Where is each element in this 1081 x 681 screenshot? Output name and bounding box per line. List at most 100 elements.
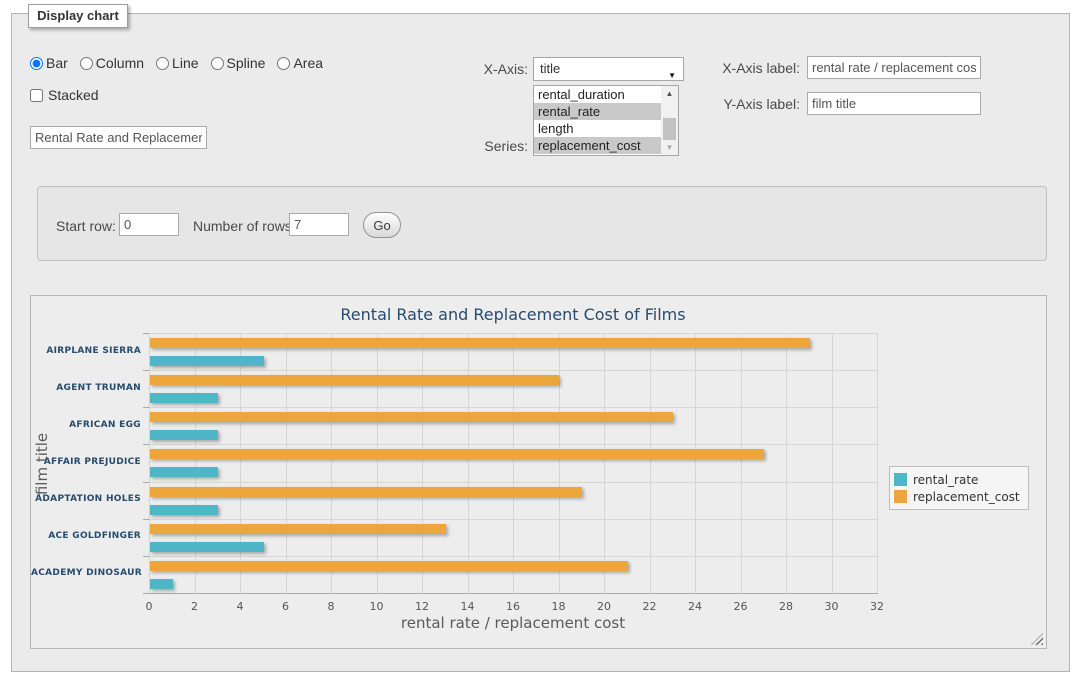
chart-type-label: Area bbox=[293, 55, 323, 71]
fieldset-legend: Display chart bbox=[28, 4, 128, 28]
resize-grip[interactable] bbox=[1031, 633, 1043, 645]
y-tick-mark bbox=[143, 370, 149, 371]
x-gridline bbox=[650, 333, 651, 593]
x-gridline bbox=[240, 333, 241, 593]
legend-label: rental_rate bbox=[913, 473, 978, 487]
bar-rental_rate[interactable] bbox=[150, 467, 218, 477]
x-axis-select[interactable]: title ▼ bbox=[533, 57, 684, 81]
series-option-replacement_cost[interactable]: replacement_cost bbox=[534, 137, 661, 154]
x-gridline bbox=[832, 333, 833, 593]
start-row-input[interactable] bbox=[119, 213, 179, 236]
go-button[interactable]: Go bbox=[363, 212, 401, 238]
x-axis-select-label: X-Axis: bbox=[420, 61, 528, 77]
x-tick-label: 18 bbox=[544, 600, 574, 613]
y-axis-label-input[interactable] bbox=[807, 92, 981, 115]
stacked-label: Stacked bbox=[48, 87, 99, 103]
x-tick-label: 20 bbox=[589, 600, 619, 613]
scrollbar-thumb[interactable] bbox=[663, 118, 676, 140]
chart-container: Rental Rate and Replacement Cost of Film… bbox=[30, 295, 1047, 649]
bar-rental_rate[interactable] bbox=[150, 393, 218, 403]
x-tick-label: 32 bbox=[862, 600, 892, 613]
bar-replacement_cost[interactable] bbox=[150, 375, 559, 385]
chart-type-radio-column[interactable] bbox=[80, 57, 93, 70]
category-label: ACE GOLDFINGER bbox=[31, 531, 141, 541]
chart-type-radio-area[interactable] bbox=[277, 57, 290, 70]
page: Display chart Bar Column Line Spline Area St… bbox=[0, 0, 1081, 681]
bar-replacement_cost[interactable] bbox=[150, 338, 810, 348]
x-gridline bbox=[513, 333, 514, 593]
bar-replacement_cost[interactable] bbox=[150, 524, 446, 534]
x-gridline bbox=[195, 333, 196, 593]
bar-rental_rate[interactable] bbox=[150, 579, 173, 589]
y-gridline bbox=[149, 556, 877, 557]
x-axis-title: rental rate / replacement cost bbox=[313, 614, 713, 632]
chart-title-input[interactable] bbox=[30, 126, 207, 149]
bar-replacement_cost[interactable] bbox=[150, 561, 628, 571]
stacked-checkbox[interactable] bbox=[30, 89, 43, 102]
chart-type-label: Column bbox=[96, 55, 144, 71]
x-tick-label: 10 bbox=[362, 600, 392, 613]
chart-title: Rental Rate and Replacement Cost of Film… bbox=[213, 305, 813, 324]
x-tick-label: 26 bbox=[726, 600, 756, 613]
x-tick-label: 30 bbox=[817, 600, 847, 613]
series-option-rental_rate[interactable]: rental_rate bbox=[534, 103, 661, 120]
x-tick-label: 6 bbox=[271, 600, 301, 613]
legend-item-replacement_cost[interactable]: replacement_cost bbox=[894, 488, 1020, 505]
y-tick-mark bbox=[143, 407, 149, 408]
chart-type-radio-spline[interactable] bbox=[211, 57, 224, 70]
bar-rental_rate[interactable] bbox=[150, 430, 218, 440]
x-gridline bbox=[331, 333, 332, 593]
x-tick-label: 12 bbox=[407, 600, 437, 613]
number-of-rows-input[interactable] bbox=[289, 213, 349, 236]
y-gridline bbox=[149, 444, 877, 445]
x-axis-label-input[interactable] bbox=[807, 56, 981, 79]
series-option-rental_duration[interactable]: rental_duration bbox=[534, 86, 661, 103]
category-label: AFRICAN EGG bbox=[31, 420, 141, 430]
y-tick-mark bbox=[143, 333, 149, 334]
y-tick-mark bbox=[143, 556, 149, 557]
x-axis-label-field-label: X-Axis label: bbox=[670, 60, 800, 76]
category-label: ADAPTATION HOLES bbox=[31, 494, 141, 504]
x-gridline bbox=[559, 333, 560, 593]
x-gridline bbox=[377, 333, 378, 593]
x-gridline bbox=[877, 333, 878, 593]
chart-type-radio-group: Bar Column Line Spline Area bbox=[30, 55, 329, 71]
chart-type-option-bar: Bar bbox=[30, 55, 68, 71]
legend-label: replacement_cost bbox=[913, 490, 1020, 504]
y-gridline bbox=[149, 519, 877, 520]
chart-type-radio-line[interactable] bbox=[156, 57, 169, 70]
x-tick-label: 4 bbox=[225, 600, 255, 613]
chart-type-label: Spline bbox=[227, 55, 266, 71]
bar-replacement_cost[interactable] bbox=[150, 412, 673, 422]
bar-rental_rate[interactable] bbox=[150, 356, 264, 366]
legend-swatch-icon bbox=[894, 473, 907, 486]
chart-type-label: Bar bbox=[46, 55, 68, 71]
scroll-down-icon[interactable]: ▼ bbox=[661, 140, 678, 155]
chart-type-radio-bar[interactable] bbox=[30, 57, 43, 70]
x-gridline bbox=[468, 333, 469, 593]
chart-type-option-spline: Spline bbox=[211, 55, 266, 71]
start-row-label: Start row: bbox=[56, 218, 116, 234]
chart-legend: rental_rate replacement_cost bbox=[889, 466, 1029, 510]
x-gridline bbox=[604, 333, 605, 593]
series-listbox[interactable]: rental_durationrental_ratelengthreplacem… bbox=[533, 85, 679, 156]
bar-rental_rate[interactable] bbox=[150, 542, 264, 552]
bar-rental_rate[interactable] bbox=[150, 505, 218, 515]
row-range-panel: Start row: Number of rows: Go bbox=[37, 186, 1047, 261]
x-tick-label: 28 bbox=[771, 600, 801, 613]
category-label: AFFAIR PREJUDICE bbox=[31, 457, 141, 467]
number-of-rows-label: Number of rows: bbox=[193, 218, 296, 234]
bar-replacement_cost[interactable] bbox=[150, 487, 582, 497]
legend-item-rental_rate[interactable]: rental_rate bbox=[894, 471, 1020, 488]
category-label: AIRPLANE SIERRA bbox=[31, 346, 141, 356]
chart-type-option-column: Column bbox=[80, 55, 144, 71]
x-tick-label: 8 bbox=[316, 600, 346, 613]
y-gridline bbox=[149, 407, 877, 408]
bar-replacement_cost[interactable] bbox=[150, 449, 764, 459]
x-tick-label: 22 bbox=[635, 600, 665, 613]
category-label: ACADEMY DINOSAUR bbox=[31, 568, 141, 578]
x-tick-label: 24 bbox=[680, 600, 710, 613]
chart-type-option-line: Line bbox=[156, 55, 198, 71]
y-tick-mark bbox=[143, 482, 149, 483]
series-option-length[interactable]: length bbox=[534, 120, 661, 137]
